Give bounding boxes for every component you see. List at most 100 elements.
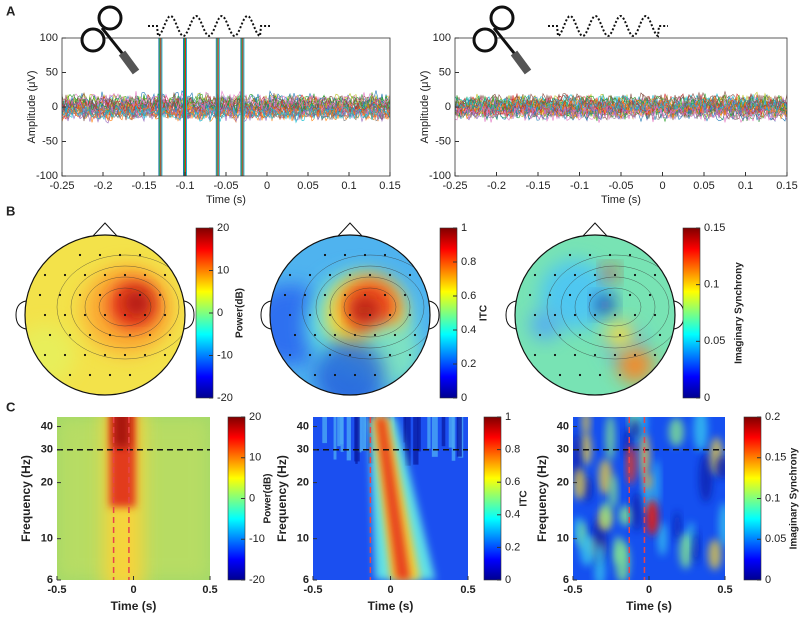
electrode bbox=[608, 293, 612, 297]
tf-color bbox=[413, 417, 419, 465]
tf-map bbox=[313, 417, 468, 580]
tf-color bbox=[403, 417, 406, 443]
electrode bbox=[83, 273, 87, 277]
electrode bbox=[648, 293, 652, 297]
y-axis-label: Amplitude (μV) bbox=[419, 71, 431, 144]
electrode bbox=[88, 373, 92, 377]
electrode bbox=[118, 293, 122, 297]
eeg-trace bbox=[62, 101, 390, 122]
x-tick-label: 0.1 bbox=[341, 180, 356, 192]
electrode bbox=[98, 253, 102, 257]
electrode bbox=[653, 313, 657, 317]
tf-color bbox=[673, 510, 681, 542]
colorbar-tick-label: 10 bbox=[249, 452, 261, 464]
electrode bbox=[618, 373, 622, 377]
electrode bbox=[148, 333, 152, 337]
tf-color bbox=[642, 472, 652, 491]
eeg-trace bbox=[455, 105, 787, 123]
nose bbox=[92, 222, 118, 237]
electrode bbox=[328, 313, 332, 317]
colorbar-tick-label: 0.4 bbox=[461, 324, 476, 336]
x-tick-label: 0.15 bbox=[379, 180, 400, 192]
tf-color bbox=[375, 417, 411, 580]
scalp-color bbox=[540, 260, 610, 330]
stim-icon bbox=[80, 27, 106, 53]
x-tick-label: -0.5 bbox=[564, 584, 583, 596]
y-tick-label: 30 bbox=[557, 444, 569, 456]
electrode bbox=[598, 333, 602, 337]
contour bbox=[301, 254, 430, 360]
colorbar-tick-label: 0.8 bbox=[505, 444, 520, 456]
stim-icon bbox=[97, 5, 123, 31]
x-tick-label: 0 bbox=[646, 584, 652, 596]
electrode bbox=[373, 333, 377, 337]
stim-icon bbox=[510, 50, 532, 75]
tf-color bbox=[333, 417, 337, 460]
electrode bbox=[633, 353, 637, 357]
x-tick-label: -0.05 bbox=[213, 180, 238, 192]
contour bbox=[574, 276, 656, 338]
electrode bbox=[353, 333, 357, 337]
electrode bbox=[588, 253, 592, 257]
x-tick-label: -0.2 bbox=[94, 180, 113, 192]
x-tick-label: -0.5 bbox=[304, 584, 323, 596]
electrode bbox=[548, 293, 552, 297]
electrode bbox=[163, 353, 167, 357]
electrode bbox=[38, 293, 42, 297]
y-tick-label: 0 bbox=[52, 101, 58, 113]
electrode bbox=[413, 333, 417, 337]
x-tick-label: 0 bbox=[659, 180, 665, 192]
electrode bbox=[408, 273, 412, 277]
nose bbox=[337, 222, 363, 237]
electrode bbox=[123, 353, 127, 357]
colorbar-tick-label: -20 bbox=[217, 392, 233, 404]
electrode bbox=[628, 253, 632, 257]
electrode bbox=[578, 373, 582, 377]
y-tick-label: 6 bbox=[303, 574, 309, 586]
electrode bbox=[638, 333, 642, 337]
electrode bbox=[553, 273, 557, 277]
tf-color bbox=[609, 474, 618, 510]
electrode bbox=[538, 333, 542, 337]
electrode bbox=[593, 353, 597, 357]
tf-color bbox=[431, 417, 438, 457]
electrode bbox=[308, 353, 312, 357]
electrode bbox=[343, 293, 347, 297]
colorbar bbox=[682, 227, 701, 399]
head bbox=[269, 234, 431, 396]
electrode bbox=[43, 353, 47, 357]
y-tick-label: 10 bbox=[41, 533, 53, 545]
tf-color bbox=[627, 444, 635, 485]
colorbar-label: Power(dB) bbox=[235, 288, 246, 338]
electrode bbox=[328, 353, 332, 357]
colorbar-label: Power(dB) bbox=[263, 474, 274, 524]
x-tick-label: -0.2 bbox=[487, 180, 506, 192]
contour bbox=[98, 287, 152, 327]
y-tick-label: 20 bbox=[297, 477, 309, 489]
colorbar-tick-label: 20 bbox=[249, 411, 261, 423]
electrode bbox=[568, 293, 572, 297]
colorbar-tick-label: 0.6 bbox=[505, 476, 520, 488]
ear bbox=[260, 300, 272, 330]
scalp-color bbox=[530, 310, 560, 340]
electrode bbox=[158, 293, 162, 297]
electrode bbox=[163, 313, 167, 317]
colorbar-label: Imaginary Synchrony bbox=[734, 262, 745, 364]
panel-letter: B bbox=[6, 203, 15, 218]
y-tick-label: -50 bbox=[42, 135, 58, 147]
electrode bbox=[553, 313, 557, 317]
y-tick-label: 50 bbox=[439, 66, 451, 78]
electrode bbox=[163, 273, 167, 277]
x-tick-label: 0 bbox=[387, 584, 393, 596]
y-tick-label: 100 bbox=[40, 32, 58, 44]
tf-color bbox=[618, 505, 634, 526]
tf-color bbox=[579, 534, 596, 567]
electrode bbox=[353, 373, 357, 377]
electrode bbox=[168, 333, 172, 337]
electrode bbox=[68, 373, 72, 377]
electrode bbox=[348, 273, 352, 277]
electrode bbox=[408, 313, 412, 317]
x-tick-label: 0.5 bbox=[460, 584, 475, 596]
x-tick-label: 0.05 bbox=[297, 180, 318, 192]
colorbar-tick-label: 0.2 bbox=[461, 358, 476, 370]
